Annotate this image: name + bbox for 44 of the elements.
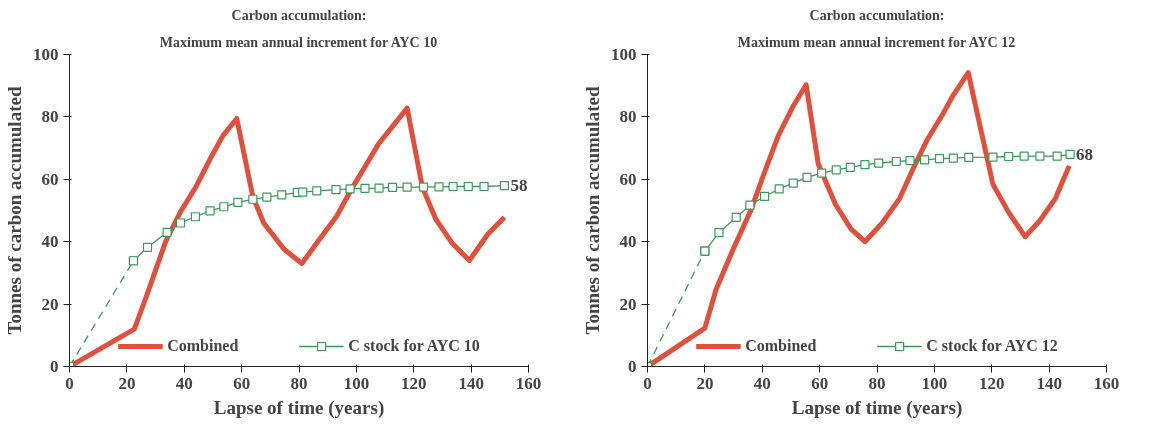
legend-label: C stock for AYC 12	[926, 337, 1058, 355]
y-tick-label: 80	[41, 107, 59, 127]
x-tick-label: 60	[811, 373, 829, 393]
y-tick-label: 60	[41, 169, 59, 189]
x-tick-label: 80	[290, 373, 308, 393]
x-tick-label: 140	[458, 373, 484, 393]
y-tick-label: 80	[619, 107, 637, 127]
y-tick-label: 100	[611, 45, 637, 64]
x-tick-label: 100	[921, 373, 948, 393]
chart-subtitle: Maximum mean annual increment for AYC 10	[159, 34, 438, 50]
chart-title: Carbon accumulation:	[809, 7, 945, 23]
x-tick-label: 20	[118, 373, 136, 393]
annotation: 68	[1076, 144, 1094, 164]
x-tick-label: 100	[343, 373, 370, 393]
annotation: 58	[510, 176, 528, 196]
legend-label: C stock for AYC 10	[348, 337, 480, 355]
y-axis-title: Tonnes of carbon accumulated	[582, 86, 603, 335]
x-tick-label: 120	[979, 373, 1005, 393]
x-tick-label: 40	[753, 373, 771, 393]
legend-label: Combined	[167, 337, 239, 355]
chart-subtitle: Maximum mean annual increment for AYC 12	[737, 34, 1016, 50]
y-tick-label: 20	[619, 294, 637, 314]
y-tick-label: 0	[628, 357, 637, 376]
x-tick-label: 120	[401, 373, 427, 393]
x-tick-label: 160	[515, 373, 542, 393]
y-axis-title: Tonnes of carbon accumulated	[4, 86, 25, 335]
x-tick-label: 140	[1036, 373, 1062, 393]
chart-title: Carbon accumulation:	[231, 7, 367, 23]
x-tick-label: 60	[233, 373, 251, 393]
x-tick-label: 0	[65, 373, 74, 393]
x-axis-title: Lapse of time (years)	[791, 396, 963, 419]
x-tick-label: 160	[1093, 373, 1120, 393]
x-tick-label: 0	[643, 373, 652, 393]
y-tick-label: 40	[41, 232, 59, 252]
y-tick-label: 20	[41, 294, 59, 314]
x-tick-label: 40	[175, 373, 193, 393]
legend-label: Combined	[745, 337, 817, 355]
x-tick-label: 20	[696, 373, 714, 393]
x-axis-title: Lapse of time (years)	[213, 396, 385, 419]
x-tick-label: 80	[868, 373, 886, 393]
y-tick-label: 0	[50, 357, 59, 376]
y-tick-label: 100	[33, 45, 59, 64]
y-tick-label: 60	[619, 169, 637, 189]
y-tick-label: 40	[619, 232, 637, 252]
